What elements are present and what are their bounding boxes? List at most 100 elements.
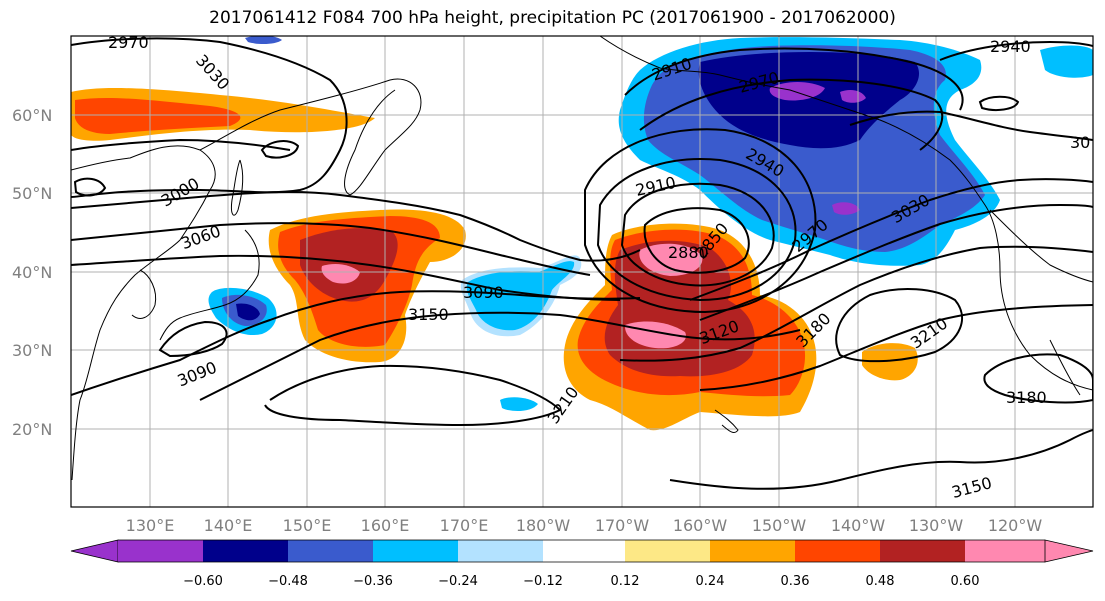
red-band-west [75,97,241,134]
blob-central-pink1 [639,243,703,276]
colorbar-tick: 0.24 [696,574,725,589]
contour-label: 3090 [463,283,504,302]
height-contours [71,37,1093,490]
plot-frame [70,35,1094,508]
blob-small-cyan [500,397,538,412]
lon-label: 120°W [988,516,1043,535]
lat-label: 20°N [12,420,52,439]
lat-label: 50°N [12,184,52,203]
contour-label: 2880 [668,243,709,262]
colorbar-swatch [965,540,1045,562]
contour-3180 [699,304,1093,391]
baja [1049,339,1081,396]
okhotsk-coast [199,78,422,151]
low-center-4 [584,128,817,314]
contour-3030-east [849,110,1093,141]
lon-label: 130°E [126,516,175,535]
lat-label: 60°N [12,106,52,125]
lon-label: 160°W [673,516,728,535]
japan-honshu [159,229,260,341]
contour-2940-ne [939,40,1093,61]
colorbar-tick: −0.48 [268,574,308,589]
blob-ne-purple2 [840,90,866,103]
colorbar-ticks: −0.60 −0.48 −0.36 −0.24 −0.12 0.12 0.24 … [183,574,979,589]
colorbar-tick: 0.48 [866,574,895,589]
map-title: 2017061412 F084 700 hPa height, precipit… [209,8,896,28]
coastlines [71,36,1093,481]
contour-label: 30 [1070,133,1090,152]
colorbar-swatch [543,540,625,562]
blob-nwpac-dkred [300,228,398,302]
lon-label: 160°E [361,516,410,535]
colorbar [70,539,1094,563]
north-america-bc [989,209,1093,283]
graticule [71,36,1093,507]
lon-label: 140°E [204,516,253,535]
contour-3180-east [983,353,1093,404]
contour-label: 3150 [408,305,449,324]
contour-3120 [619,245,1093,362]
low-center-1 [643,207,750,274]
contour-3150-south [669,429,1093,490]
colorbar-swatch [288,540,373,562]
contour-label: 2970 [108,33,149,52]
colorbar-tick: −0.36 [353,574,393,589]
lon-label: 170°E [440,516,489,535]
contour-label: 2940 [990,37,1031,56]
lon-label: 170°W [595,516,650,535]
colorbar-swatch [118,540,203,562]
colorbar-swatch [373,540,458,562]
contour-3090 [71,290,641,396]
blob-ne-small [245,36,282,45]
blob-east-orange [862,343,918,381]
contour-3210 [264,364,562,427]
colorbar-swatch [458,540,543,562]
low-center-3 [596,158,797,302]
lat-label: 40°N [12,263,52,282]
colorbar-tick: 0.12 [611,574,640,589]
low-center-2 [620,182,775,287]
colorbar-tick: −0.12 [523,574,563,589]
blob-japan-dark [236,303,260,321]
lat-labels: 60°N 50°N 40°N 30°N 20°N [12,106,52,439]
colorbar-tick: −0.60 [183,574,223,589]
lon-label: 140°W [831,516,886,535]
contour-3210-east [835,287,964,363]
contour-label: 3180 [1006,388,1047,407]
colorbar-left-arrow [70,539,119,563]
blob-ne-cyan-east [1040,45,1093,78]
lon-label: 180°W [516,516,571,535]
lat-label: 30°N [12,341,52,360]
sakhalin [231,159,244,216]
blob-ne-purple1 [769,82,825,101]
blob-ne-dark [698,52,920,149]
lon-label: 150°E [283,516,332,535]
colorbar-right-arrow [1044,539,1094,563]
colorbar-tick: 0.36 [781,574,810,589]
nw-small-low [260,140,300,159]
lon-label: 150°W [752,516,807,535]
kamchatka [344,89,396,196]
contour-2970 [639,78,944,151]
colorbar-swatch [795,540,880,562]
blob-nwpac-pink [321,264,360,284]
west-small-low [73,177,107,197]
colorbar-swatch [710,540,795,562]
precip-shading [71,36,1093,431]
lon-labels: 130°E 140°E 150°E 160°E 170°E 180°W 170°… [126,516,1043,535]
blob-ne-purple3 [832,202,860,215]
hawaii [714,409,739,433]
colorbar-tick: −0.24 [438,574,478,589]
colorbar-swatch [880,540,965,562]
south-sea-3090 [158,320,228,358]
korea [131,269,157,319]
lon-label: 130°W [909,516,964,535]
colorbar-swatch [625,540,710,562]
alaska-coast [599,36,1093,391]
asia-coast [71,145,216,481]
colorbar-swatch [203,540,288,562]
contour-3150 [199,311,801,401]
small-low [978,95,1020,111]
contour-2910-north [624,47,964,111]
